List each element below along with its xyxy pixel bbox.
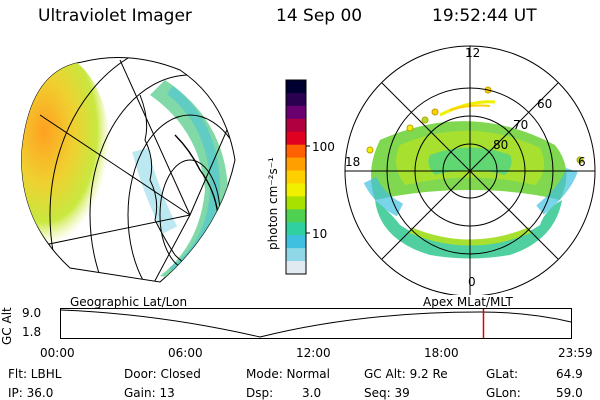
colorbar-tick-10: 10 bbox=[312, 227, 328, 241]
altitude-plot bbox=[60, 308, 572, 339]
mlat-label-60: 60 bbox=[537, 97, 553, 111]
colorbar-segment bbox=[286, 144, 306, 159]
colorbar-segment bbox=[286, 183, 306, 197]
colorbar-segment bbox=[286, 222, 306, 236]
ip-info: IP: 36.0 bbox=[8, 386, 54, 400]
date-label: 14 Sep 00 bbox=[276, 6, 363, 26]
glat-label: GLat: bbox=[486, 367, 519, 381]
colorbar-label: photon cm⁻²s⁻¹ bbox=[266, 157, 280, 250]
time-tick-2: 12:00 bbox=[296, 346, 331, 360]
seq-info: Seq: 39 bbox=[364, 386, 410, 400]
time-tick-1: 06:00 bbox=[168, 346, 203, 360]
door-info: Door: Closed bbox=[124, 367, 201, 381]
filter-info: Flt: LBHL bbox=[8, 367, 62, 381]
mlat-label-70: 70 bbox=[513, 118, 529, 132]
colorbar-segment bbox=[286, 261, 306, 275]
dsp-label: Dsp: bbox=[246, 386, 274, 400]
colorbar-segment bbox=[286, 118, 306, 133]
colorbar-segment bbox=[286, 131, 306, 146]
time-tick-0: 00:00 bbox=[40, 346, 75, 360]
colorbar-segment bbox=[286, 235, 306, 249]
altitude-tick-low: 1.8 bbox=[22, 325, 42, 339]
colorbar-segment bbox=[286, 196, 306, 210]
mlat-label-80: 80 bbox=[493, 138, 509, 152]
auroral-oval-nightside bbox=[375, 200, 562, 259]
glon-label: GLon: bbox=[486, 386, 521, 400]
altitude-axis-label: GC Alt bbox=[0, 307, 14, 345]
coastline bbox=[139, 94, 196, 271]
polar-grid bbox=[344, 45, 596, 295]
colorbar bbox=[285, 79, 310, 275]
colorbar-tick-100: 100 bbox=[312, 140, 335, 154]
glat-value: 64.9 bbox=[556, 367, 583, 381]
mlt-label-0: 0 bbox=[468, 275, 476, 289]
app-title: Ultraviolet Imager bbox=[38, 6, 192, 26]
geographic-image bbox=[21, 57, 236, 283]
geographic-caption: Geographic Lat/Lon bbox=[70, 295, 188, 309]
time-tick-3: 18:00 bbox=[424, 346, 459, 360]
altitude-curve bbox=[60, 309, 572, 338]
mlt-label-6: 6 bbox=[578, 155, 586, 169]
colorbar-segment bbox=[286, 157, 306, 172]
colorbar-segment bbox=[286, 209, 306, 223]
time-label: 19:52:44 UT bbox=[432, 6, 537, 26]
magnetic-polar-plot bbox=[344, 45, 596, 295]
colorbar-gradient bbox=[286, 80, 306, 275]
dayglow-region bbox=[21, 57, 110, 245]
mode-info: Mode: Normal bbox=[246, 367, 330, 381]
mlt-label-12: 12 bbox=[465, 46, 481, 60]
colorbar-segment bbox=[286, 248, 306, 262]
gc-alt-info: GC Alt: 9.2 Re bbox=[364, 367, 448, 381]
time-tick-4: 23:59 bbox=[558, 346, 593, 360]
colorbar-segment bbox=[286, 80, 306, 94]
gain-info: Gain: 13 bbox=[124, 386, 175, 400]
glon-value: 59.0 bbox=[556, 386, 583, 400]
apex-caption: Apex MLat/MLT bbox=[423, 295, 513, 309]
colorbar-segment bbox=[286, 92, 306, 107]
altitude-tick-high: 9.0 bbox=[22, 306, 42, 320]
dsp-value: 3.0 bbox=[302, 386, 322, 400]
colorbar-segment bbox=[286, 105, 306, 120]
colorbar-segment bbox=[286, 170, 306, 184]
mlt-label-18: 18 bbox=[345, 155, 361, 169]
